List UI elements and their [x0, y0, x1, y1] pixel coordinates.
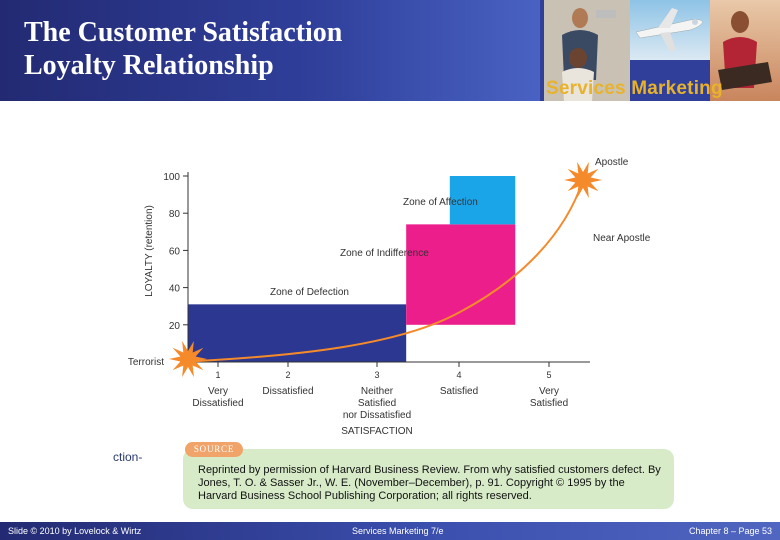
terrorist-burst-icon	[169, 340, 207, 378]
gym-photo	[544, 0, 630, 101]
apostle-burst-icon	[564, 161, 602, 199]
x-tick-label: Satisfied	[440, 386, 478, 397]
x-tick-number: 4	[456, 370, 461, 380]
source-citation: Reprinted by permission of Harvard Busin…	[198, 464, 661, 502]
zone-block	[406, 224, 516, 325]
slide-title: The Customer Satisfaction Loyalty Relati…	[24, 16, 342, 82]
y-tick-label: 20	[169, 321, 181, 332]
footer-copyright: Slide © 2010 by Lovelock & Wirtz	[8, 526, 142, 536]
zone-label: Zone of Indifference	[340, 248, 429, 259]
airplane-photo	[630, 0, 710, 60]
zone-block	[449, 176, 516, 225]
x-tick-label: Dissatisfied	[262, 386, 313, 397]
y-tick-label: 100	[163, 172, 180, 183]
edge-text-fragment: ction-	[113, 450, 143, 464]
x-tick-label: Satisfied	[358, 398, 396, 409]
footer-page-number: Chapter 8 – Page 53	[688, 526, 772, 536]
source-box	[183, 449, 674, 509]
source-tab: SOURCE	[185, 442, 243, 457]
apostle-label: Apostle	[595, 157, 629, 168]
footer-bar: Slide © 2010 by Lovelock & Wirtz Service…	[0, 522, 780, 540]
x-tick-number: 5	[546, 370, 551, 380]
x-tick-number: 2	[285, 370, 290, 380]
x-axis-title: SATISFACTION	[341, 426, 413, 437]
near-apostle-label: Near Apostle	[593, 233, 651, 244]
y-tick-label: 80	[169, 209, 181, 220]
footer-book-title: Services Marketing 7/e	[352, 526, 444, 536]
x-tick-label: Very	[208, 386, 228, 397]
y-tick-label: 40	[169, 284, 181, 295]
title-line-1: The Customer Satisfaction	[24, 17, 343, 48]
x-tick-label: Satisfied	[530, 398, 568, 409]
header-banner: The Customer Satisfaction Loyalty Relati…	[0, 0, 780, 101]
terrorist-label: Terrorist	[128, 357, 164, 368]
zone-label: Zone of Affection	[403, 197, 478, 208]
x-tick-label: Dissatisfied	[192, 398, 243, 409]
y-tick-label: 60	[169, 246, 181, 257]
x-tick-number: 3	[374, 370, 379, 380]
title-line-2: Loyalty Relationship	[24, 50, 274, 81]
photo-collage	[540, 0, 780, 101]
loyalty-curve	[179, 179, 584, 363]
x-tick-label: Very	[539, 386, 559, 397]
receptionist-photo	[710, 0, 780, 101]
x-tick-number: 1	[215, 370, 220, 380]
zone-label: Zone of Defection	[270, 287, 349, 298]
x-tick-label: nor Dissatisfied	[343, 410, 411, 421]
y-axis-label: LOYALTY (retention)	[144, 205, 155, 297]
x-tick-label: Neither	[361, 386, 394, 397]
brand-label: Services Marketing	[546, 78, 723, 99]
